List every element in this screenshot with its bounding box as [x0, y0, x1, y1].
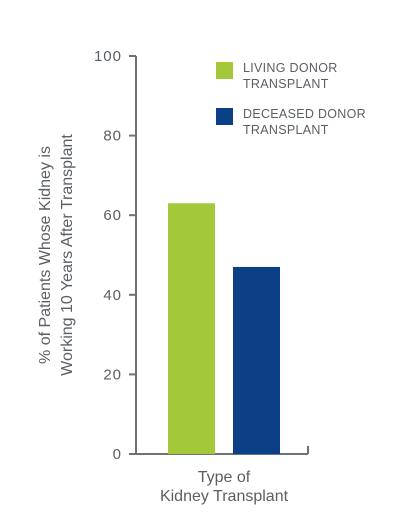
y-axis-title-line: Working 10 Years After Transplant	[59, 134, 76, 376]
bar-deceased-donor	[233, 266, 280, 454]
y-tick-label: 0	[113, 446, 122, 463]
y-tick-label: 80	[103, 128, 122, 145]
y-tick-label: 100	[94, 48, 122, 65]
x-axis-title-line: Kidney Transplant	[160, 488, 289, 505]
x-axis-title-line: Type of	[198, 469, 251, 486]
legend-label: DECEASED DONOR	[243, 107, 366, 121]
legend-swatch	[216, 108, 233, 125]
legend-label: LIVING DONOR	[243, 61, 338, 75]
legend-label: TRANSPLANT	[243, 123, 329, 137]
x-axis	[136, 446, 309, 455]
y-tick-label: 60	[103, 207, 122, 224]
legend: LIVING DONOR TRANSPLANT DECEASED DONOR TRAN…	[216, 61, 366, 137]
y-axis-title-line: % of Patients Whose Kidney is	[37, 146, 54, 364]
y-tick-label: 40	[103, 287, 122, 304]
y-axis: 0 20 40 60 80 100	[94, 48, 137, 463]
y-tick-label: 20	[103, 366, 122, 383]
bar-living-donor	[168, 203, 215, 454]
x-axis-title: Type of Kidney Transplant	[160, 469, 289, 505]
legend-label: TRANSPLANT	[243, 77, 329, 91]
legend-swatch	[216, 62, 233, 79]
y-axis-title: % of Patients Whose Kidney is Working 10 …	[37, 134, 76, 376]
bars	[168, 203, 280, 454]
